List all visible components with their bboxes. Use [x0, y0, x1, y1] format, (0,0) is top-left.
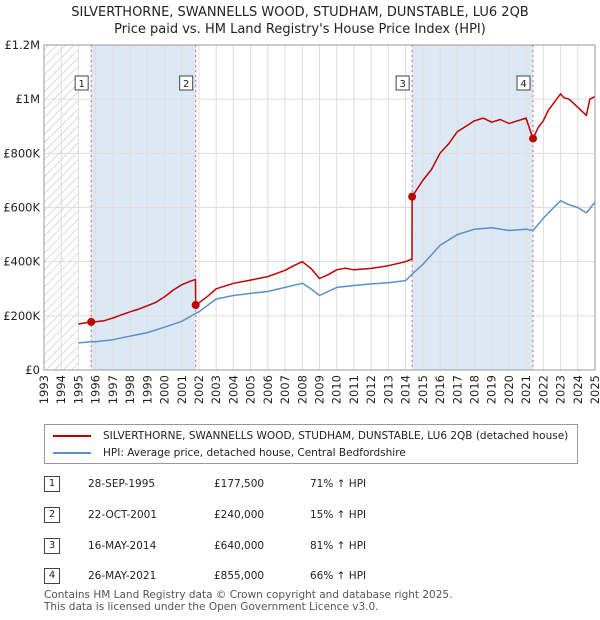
transaction-price: £640,000: [214, 540, 265, 552]
legend-hpi-label: HPI: Average price, detached house, Cent…: [103, 447, 406, 459]
footer: Contains HM Land Registry data © Crown c…: [44, 589, 452, 613]
transaction-number: 4: [44, 568, 60, 584]
plot-frame: [43, 44, 596, 371]
x-tick-label: 2001: [175, 375, 189, 404]
x-tick-label: 2002: [192, 375, 206, 404]
x-tick-label: 2021: [519, 375, 533, 404]
x-tick-label: 1994: [54, 375, 68, 404]
transaction-label: 2: [183, 79, 189, 90]
y-tick-label: £400K: [3, 255, 40, 269]
x-tick-label: 1999: [140, 375, 154, 404]
x-tick-label: 2008: [295, 375, 309, 404]
footer-copyright: Contains HM Land Registry data © Crown c…: [44, 589, 453, 601]
legend-item-hpi: HPI: Average price, detached house, Cent…: [53, 445, 406, 461]
x-tick-label: 2004: [226, 375, 240, 404]
x-tick-label: 1995: [71, 375, 85, 404]
x-tick-label: 2012: [364, 375, 378, 404]
y-tick-label: £800K: [3, 146, 40, 160]
transaction-number: 1: [44, 476, 60, 492]
hpi-line: [78, 199, 596, 344]
x-tick-label: 2022: [536, 375, 550, 404]
x-tick-label: 1997: [106, 375, 120, 404]
transaction-label-box: [179, 75, 194, 91]
x-tick-label: 2025: [588, 375, 600, 404]
x-tick-label: 1993: [37, 375, 51, 404]
price-paid-line: [78, 93, 596, 325]
y-tick-label: £1M: [15, 92, 40, 106]
y-tick-label: £1.2M: [4, 38, 40, 52]
x-tick-label: 2006: [261, 375, 275, 404]
title-line-1: SILVERTHORNE, SWANNELLS WOOD, STUDHAM, D…: [71, 5, 529, 20]
transaction-price: £855,000: [214, 570, 265, 582]
x-tick-label: 2005: [244, 375, 258, 404]
sale-point: [87, 317, 96, 326]
transaction-label: 1: [78, 79, 84, 90]
footer-licence: This data is licensed under the Open Gov…: [44, 601, 379, 613]
transaction-hpi: 66% ↑ HPI: [310, 570, 367, 582]
transaction-label-box: [395, 75, 410, 91]
transaction-date: 26-MAY-2021: [88, 570, 157, 582]
x-tick-label: 2019: [485, 375, 499, 404]
x-tick-label: 2015: [416, 375, 430, 404]
title-line-2: Price paid vs. HM Land Registry's House …: [114, 22, 486, 37]
transaction-date: 28-SEP-1995: [88, 478, 156, 490]
legend-price-label: SILVERTHORNE, SWANNELLS WOOD, STUDHAM, D…: [103, 430, 569, 442]
x-tick-label: 2000: [158, 375, 172, 404]
transaction-price: £240,000: [214, 509, 265, 521]
transaction-label-box: [74, 75, 89, 91]
transaction-price: £177,500: [214, 478, 265, 490]
x-tick-label: 2007: [278, 375, 292, 404]
chart-legend: SILVERTHORNE, SWANNELLS WOOD, STUDHAM, D…: [44, 424, 578, 464]
sale-point: [191, 301, 200, 309]
transaction-hpi: 71% ↑ HPI: [310, 478, 367, 490]
x-tick-label: 1996: [89, 375, 103, 404]
transaction-hpi: 81% ↑ HPI: [310, 540, 367, 552]
x-tick-label: 2016: [433, 375, 447, 404]
x-tick-label: 2014: [399, 375, 413, 404]
x-tick-label: 2020: [502, 375, 516, 404]
transaction-number: 2: [44, 507, 60, 523]
x-tick-label: 2024: [571, 375, 585, 404]
sale-point: [408, 192, 417, 201]
chart-title: SILVERTHORNE, SWANNELLS WOOD, STUDHAM, D…: [0, 4, 600, 38]
x-tick-label: 2009: [313, 375, 327, 404]
x-tick-label: 2018: [467, 375, 481, 404]
transaction-label-box: [516, 75, 531, 91]
x-tick-label: 2017: [450, 375, 464, 404]
legend-price-swatch: [53, 435, 91, 437]
sale-point: [529, 134, 538, 143]
transaction-date: 22-OCT-2001: [88, 509, 157, 521]
legend-item-price: SILVERTHORNE, SWANNELLS WOOD, STUDHAM, D…: [53, 428, 568, 444]
x-tick-label: 2013: [381, 375, 395, 404]
x-tick-label: 2010: [330, 375, 344, 404]
x-tick-label: 2011: [347, 375, 361, 404]
x-tick-label: 2003: [209, 375, 223, 404]
transaction-date: 16-MAY-2014: [88, 540, 157, 552]
y-tick-label: £0: [25, 363, 40, 377]
transaction-label: 4: [520, 79, 526, 90]
transaction-hpi: 15% ↑ HPI: [310, 509, 367, 521]
legend-hpi-swatch: [53, 452, 91, 454]
transaction-number: 3: [44, 538, 60, 554]
x-tick-label: 2023: [554, 375, 568, 404]
y-tick-label: £600K: [3, 201, 40, 215]
x-tick-label: 1998: [123, 375, 137, 404]
y-tick-label: £200K: [3, 309, 40, 323]
transaction-label: 3: [399, 79, 405, 90]
